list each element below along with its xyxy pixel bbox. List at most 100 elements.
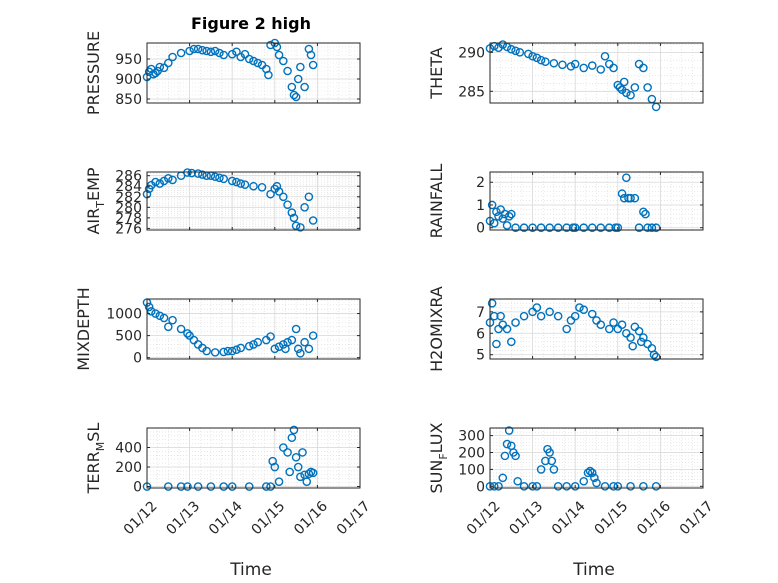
data-point bbox=[500, 209, 510, 219]
data-point bbox=[308, 60, 318, 70]
data-point bbox=[651, 223, 661, 233]
data-point bbox=[296, 472, 305, 482]
data-point bbox=[289, 90, 299, 100]
y-axis-label: H2OMIXRA bbox=[427, 286, 446, 372]
data-point bbox=[304, 344, 314, 354]
data-point bbox=[549, 465, 559, 474]
y-tick-label: 2 bbox=[476, 175, 485, 191]
data-point bbox=[270, 462, 280, 472]
data-point bbox=[300, 337, 309, 347]
data-point bbox=[227, 176, 237, 186]
y-axis-label: TERRMSL bbox=[84, 423, 107, 495]
data-point bbox=[596, 320, 606, 330]
data-point bbox=[496, 205, 505, 214]
data-point bbox=[506, 337, 516, 347]
data-point bbox=[287, 208, 297, 217]
data-point bbox=[562, 324, 571, 334]
y-tick-label: 284 bbox=[115, 179, 142, 195]
data-point bbox=[210, 46, 220, 56]
data-point bbox=[266, 332, 275, 341]
data-point bbox=[592, 478, 601, 488]
data-point bbox=[283, 448, 292, 457]
data-point bbox=[634, 223, 644, 233]
subplot-1: 850 900 950 PRESSURE bbox=[84, 31, 361, 115]
data-point bbox=[283, 66, 292, 76]
data-point bbox=[487, 200, 497, 210]
x-tick-label: 01/17 bbox=[334, 498, 374, 538]
x-axis-label-right: Time bbox=[572, 560, 615, 580]
data-point bbox=[289, 425, 299, 435]
data-point bbox=[227, 49, 237, 59]
data-point bbox=[609, 63, 618, 73]
data-point bbox=[266, 482, 275, 491]
data-point bbox=[185, 46, 194, 56]
data-point bbox=[630, 83, 640, 92]
data-point bbox=[287, 335, 297, 345]
data-point bbox=[289, 213, 299, 223]
data-point bbox=[219, 50, 228, 60]
data-point bbox=[183, 329, 192, 338]
data-point bbox=[524, 49, 533, 59]
data-point bbox=[528, 482, 537, 491]
data-point bbox=[511, 451, 520, 461]
data-point bbox=[272, 181, 282, 191]
data-point bbox=[502, 324, 512, 334]
y-axis-label: MIXDEPTH bbox=[74, 287, 93, 370]
y-axis-label: RAINFALL bbox=[427, 164, 446, 239]
y-tick-label: 1000 bbox=[106, 307, 142, 323]
y-tick-label: 6 bbox=[476, 326, 485, 342]
data-point bbox=[163, 322, 173, 332]
data-point bbox=[298, 448, 307, 457]
data-point bbox=[566, 62, 576, 71]
subplot-4: 0 1 2 RAINFALL bbox=[427, 164, 704, 239]
x-tick-label: 01/16 bbox=[634, 498, 674, 538]
data-point bbox=[270, 184, 280, 194]
data-point bbox=[293, 462, 303, 472]
axes-box bbox=[146, 298, 361, 360]
data-point bbox=[168, 52, 177, 62]
data-point bbox=[511, 46, 520, 56]
data-point bbox=[287, 82, 297, 92]
data-point bbox=[227, 482, 237, 491]
data-point bbox=[151, 68, 160, 78]
data-point bbox=[651, 482, 661, 491]
data-point bbox=[296, 223, 305, 232]
data-point bbox=[293, 344, 303, 354]
data-point bbox=[494, 482, 503, 491]
y-tick-label: 290 bbox=[458, 45, 485, 61]
data-point bbox=[641, 209, 650, 219]
data-point bbox=[630, 322, 640, 332]
data-point bbox=[630, 193, 640, 203]
x-axis-label-left: Time bbox=[229, 560, 272, 580]
data-point bbox=[553, 311, 563, 321]
data-point bbox=[285, 467, 295, 477]
data-point bbox=[151, 309, 160, 318]
data-point bbox=[511, 223, 520, 233]
x-tick-label: 01/15 bbox=[249, 498, 289, 538]
data-point bbox=[496, 311, 505, 321]
data-point bbox=[308, 331, 318, 340]
data-point bbox=[163, 174, 173, 183]
data-point bbox=[232, 345, 241, 355]
data-point bbox=[253, 58, 263, 68]
data-point bbox=[553, 482, 563, 491]
data-point bbox=[159, 313, 169, 323]
data-point bbox=[562, 482, 571, 491]
data-point bbox=[613, 324, 623, 334]
data-point bbox=[643, 83, 652, 92]
x-tick-label: 01/14 bbox=[549, 498, 589, 538]
data-point bbox=[545, 307, 554, 317]
data-point bbox=[146, 307, 156, 316]
data-point bbox=[579, 476, 589, 486]
axes-box bbox=[489, 427, 704, 489]
axes-box bbox=[146, 171, 361, 231]
data-point bbox=[163, 58, 173, 68]
data-point bbox=[266, 189, 275, 199]
data-point bbox=[489, 311, 499, 321]
x-tick-label: 01/13 bbox=[506, 498, 546, 538]
data-point bbox=[579, 63, 589, 73]
data-point bbox=[492, 339, 501, 349]
data-point bbox=[604, 223, 614, 233]
